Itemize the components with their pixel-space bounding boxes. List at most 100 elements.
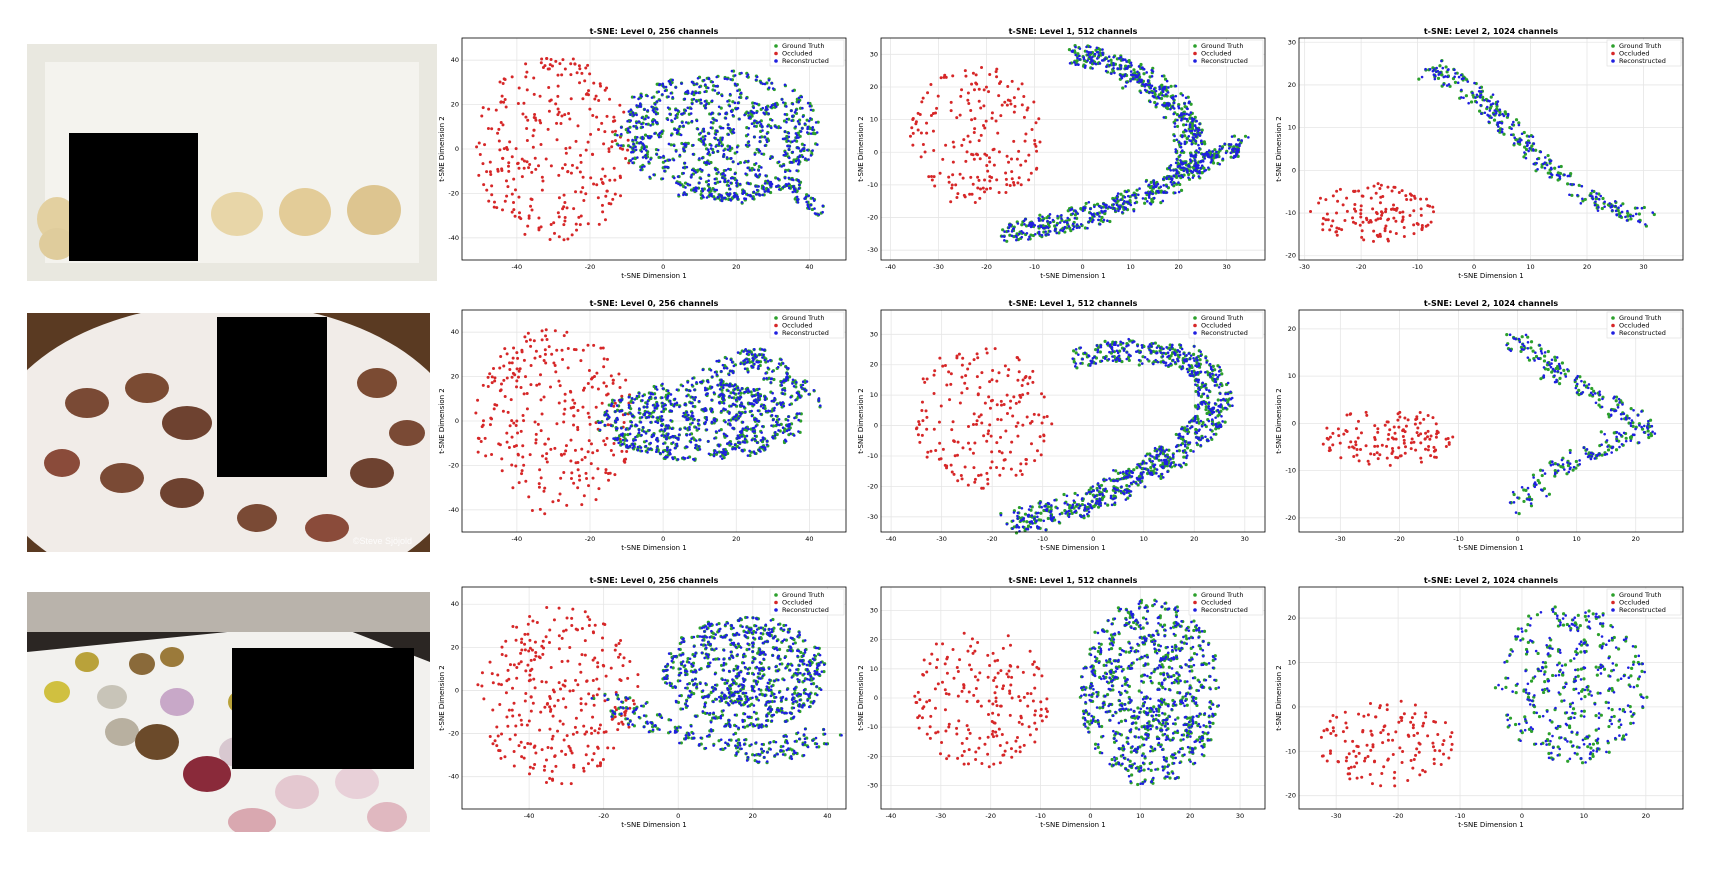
point-reconstructed bbox=[1152, 87, 1156, 91]
point-occluded bbox=[973, 127, 977, 131]
point-ground-truth bbox=[1601, 196, 1605, 201]
point-reconstructed bbox=[700, 156, 704, 160]
point-reconstructed bbox=[712, 118, 716, 121]
point-reconstructed bbox=[727, 133, 730, 136]
point-occluded bbox=[492, 200, 496, 204]
point-occluded bbox=[592, 182, 596, 186]
point-reconstructed bbox=[727, 179, 730, 183]
point-reconstructed bbox=[1184, 123, 1188, 127]
point-reconstructed bbox=[1179, 159, 1182, 162]
point-occluded bbox=[969, 108, 973, 112]
point-occluded bbox=[1009, 102, 1013, 106]
point-reconstructed bbox=[1145, 191, 1149, 195]
point-reconstructed bbox=[752, 106, 755, 110]
point-ground-truth bbox=[1417, 77, 1421, 81]
point-ground-truth bbox=[1073, 50, 1077, 54]
point-occluded bbox=[602, 365, 606, 369]
point-reconstructed bbox=[1171, 105, 1174, 108]
point-reconstructed bbox=[1198, 169, 1201, 173]
point-occluded bbox=[538, 468, 542, 472]
point-reconstructed bbox=[817, 213, 821, 216]
point-reconstructed bbox=[1437, 73, 1441, 76]
point-ground-truth bbox=[1190, 122, 1195, 126]
point-occluded bbox=[980, 65, 984, 69]
point-reconstructed bbox=[748, 390, 751, 393]
point-reconstructed bbox=[791, 102, 795, 106]
point-occluded bbox=[512, 346, 516, 350]
point-reconstructed bbox=[811, 197, 815, 200]
point-occluded bbox=[571, 57, 575, 61]
point-occluded bbox=[604, 384, 608, 388]
point-occluded bbox=[530, 509, 534, 513]
point-occluded bbox=[987, 90, 991, 94]
point-reconstructed bbox=[759, 404, 763, 408]
point-occluded bbox=[571, 405, 575, 409]
point-reconstructed bbox=[634, 435, 637, 439]
point-reconstructed bbox=[1200, 164, 1204, 167]
point-reconstructed bbox=[1593, 203, 1597, 207]
point-reconstructed bbox=[1038, 232, 1041, 236]
point-reconstructed bbox=[645, 439, 648, 443]
legend-box bbox=[769, 39, 845, 67]
point-occluded bbox=[1003, 100, 1007, 104]
point-reconstructed bbox=[699, 131, 702, 135]
point-reconstructed bbox=[786, 144, 789, 148]
point-reconstructed bbox=[688, 183, 692, 187]
point-reconstructed bbox=[667, 95, 670, 98]
point-reconstructed bbox=[703, 100, 707, 103]
point-reconstructed bbox=[1169, 107, 1172, 111]
point-occluded bbox=[921, 96, 925, 100]
point-occluded bbox=[1371, 239, 1375, 243]
point-reconstructed bbox=[733, 101, 737, 105]
point-reconstructed bbox=[1188, 100, 1191, 104]
point-reconstructed bbox=[660, 130, 664, 133]
point-ground-truth bbox=[1172, 138, 1176, 143]
point-ground-truth bbox=[1132, 68, 1136, 72]
point-reconstructed bbox=[1491, 102, 1495, 106]
point-reconstructed bbox=[658, 83, 661, 87]
point-reconstructed bbox=[1063, 220, 1066, 224]
point-reconstructed bbox=[716, 195, 720, 199]
point-reconstructed bbox=[693, 417, 696, 421]
point-reconstructed bbox=[1629, 214, 1632, 218]
point-occluded bbox=[576, 124, 580, 128]
point-reconstructed bbox=[652, 173, 655, 176]
point-ground-truth bbox=[1517, 121, 1521, 125]
point-reconstructed bbox=[1563, 173, 1566, 177]
point-reconstructed bbox=[664, 85, 668, 89]
point-reconstructed bbox=[1046, 219, 1049, 223]
point-occluded bbox=[534, 349, 538, 353]
point-occluded bbox=[1020, 82, 1024, 86]
point-occluded bbox=[604, 194, 608, 198]
point-reconstructed bbox=[723, 174, 727, 177]
point-occluded bbox=[503, 347, 507, 351]
point-occluded bbox=[1420, 223, 1424, 227]
point-occluded bbox=[577, 64, 581, 68]
point-reconstructed bbox=[1177, 181, 1180, 184]
point-occluded bbox=[914, 122, 918, 126]
point-reconstructed bbox=[1115, 194, 1119, 198]
point-occluded bbox=[563, 407, 567, 411]
point-reconstructed bbox=[694, 426, 698, 429]
point-reconstructed bbox=[1509, 133, 1513, 137]
point-occluded bbox=[910, 126, 914, 130]
point-reconstructed bbox=[1240, 139, 1243, 142]
point-reconstructed bbox=[735, 181, 738, 185]
point-reconstructed bbox=[734, 419, 738, 422]
point-reconstructed bbox=[726, 123, 730, 126]
point-reconstructed bbox=[1015, 235, 1018, 239]
point-reconstructed bbox=[730, 69, 734, 73]
point-reconstructed bbox=[722, 448, 725, 451]
point-reconstructed bbox=[637, 431, 641, 434]
y-tick-label: 0 bbox=[455, 145, 459, 153]
point-occluded bbox=[990, 111, 994, 115]
point-reconstructed bbox=[1027, 224, 1031, 227]
point-occluded bbox=[584, 66, 588, 70]
point-reconstructed bbox=[769, 184, 773, 188]
point-occluded bbox=[563, 392, 567, 396]
point-occluded bbox=[570, 163, 574, 167]
point-reconstructed bbox=[655, 121, 659, 125]
point-occluded bbox=[477, 173, 481, 177]
point-reconstructed bbox=[685, 411, 689, 414]
point-reconstructed bbox=[715, 75, 719, 79]
